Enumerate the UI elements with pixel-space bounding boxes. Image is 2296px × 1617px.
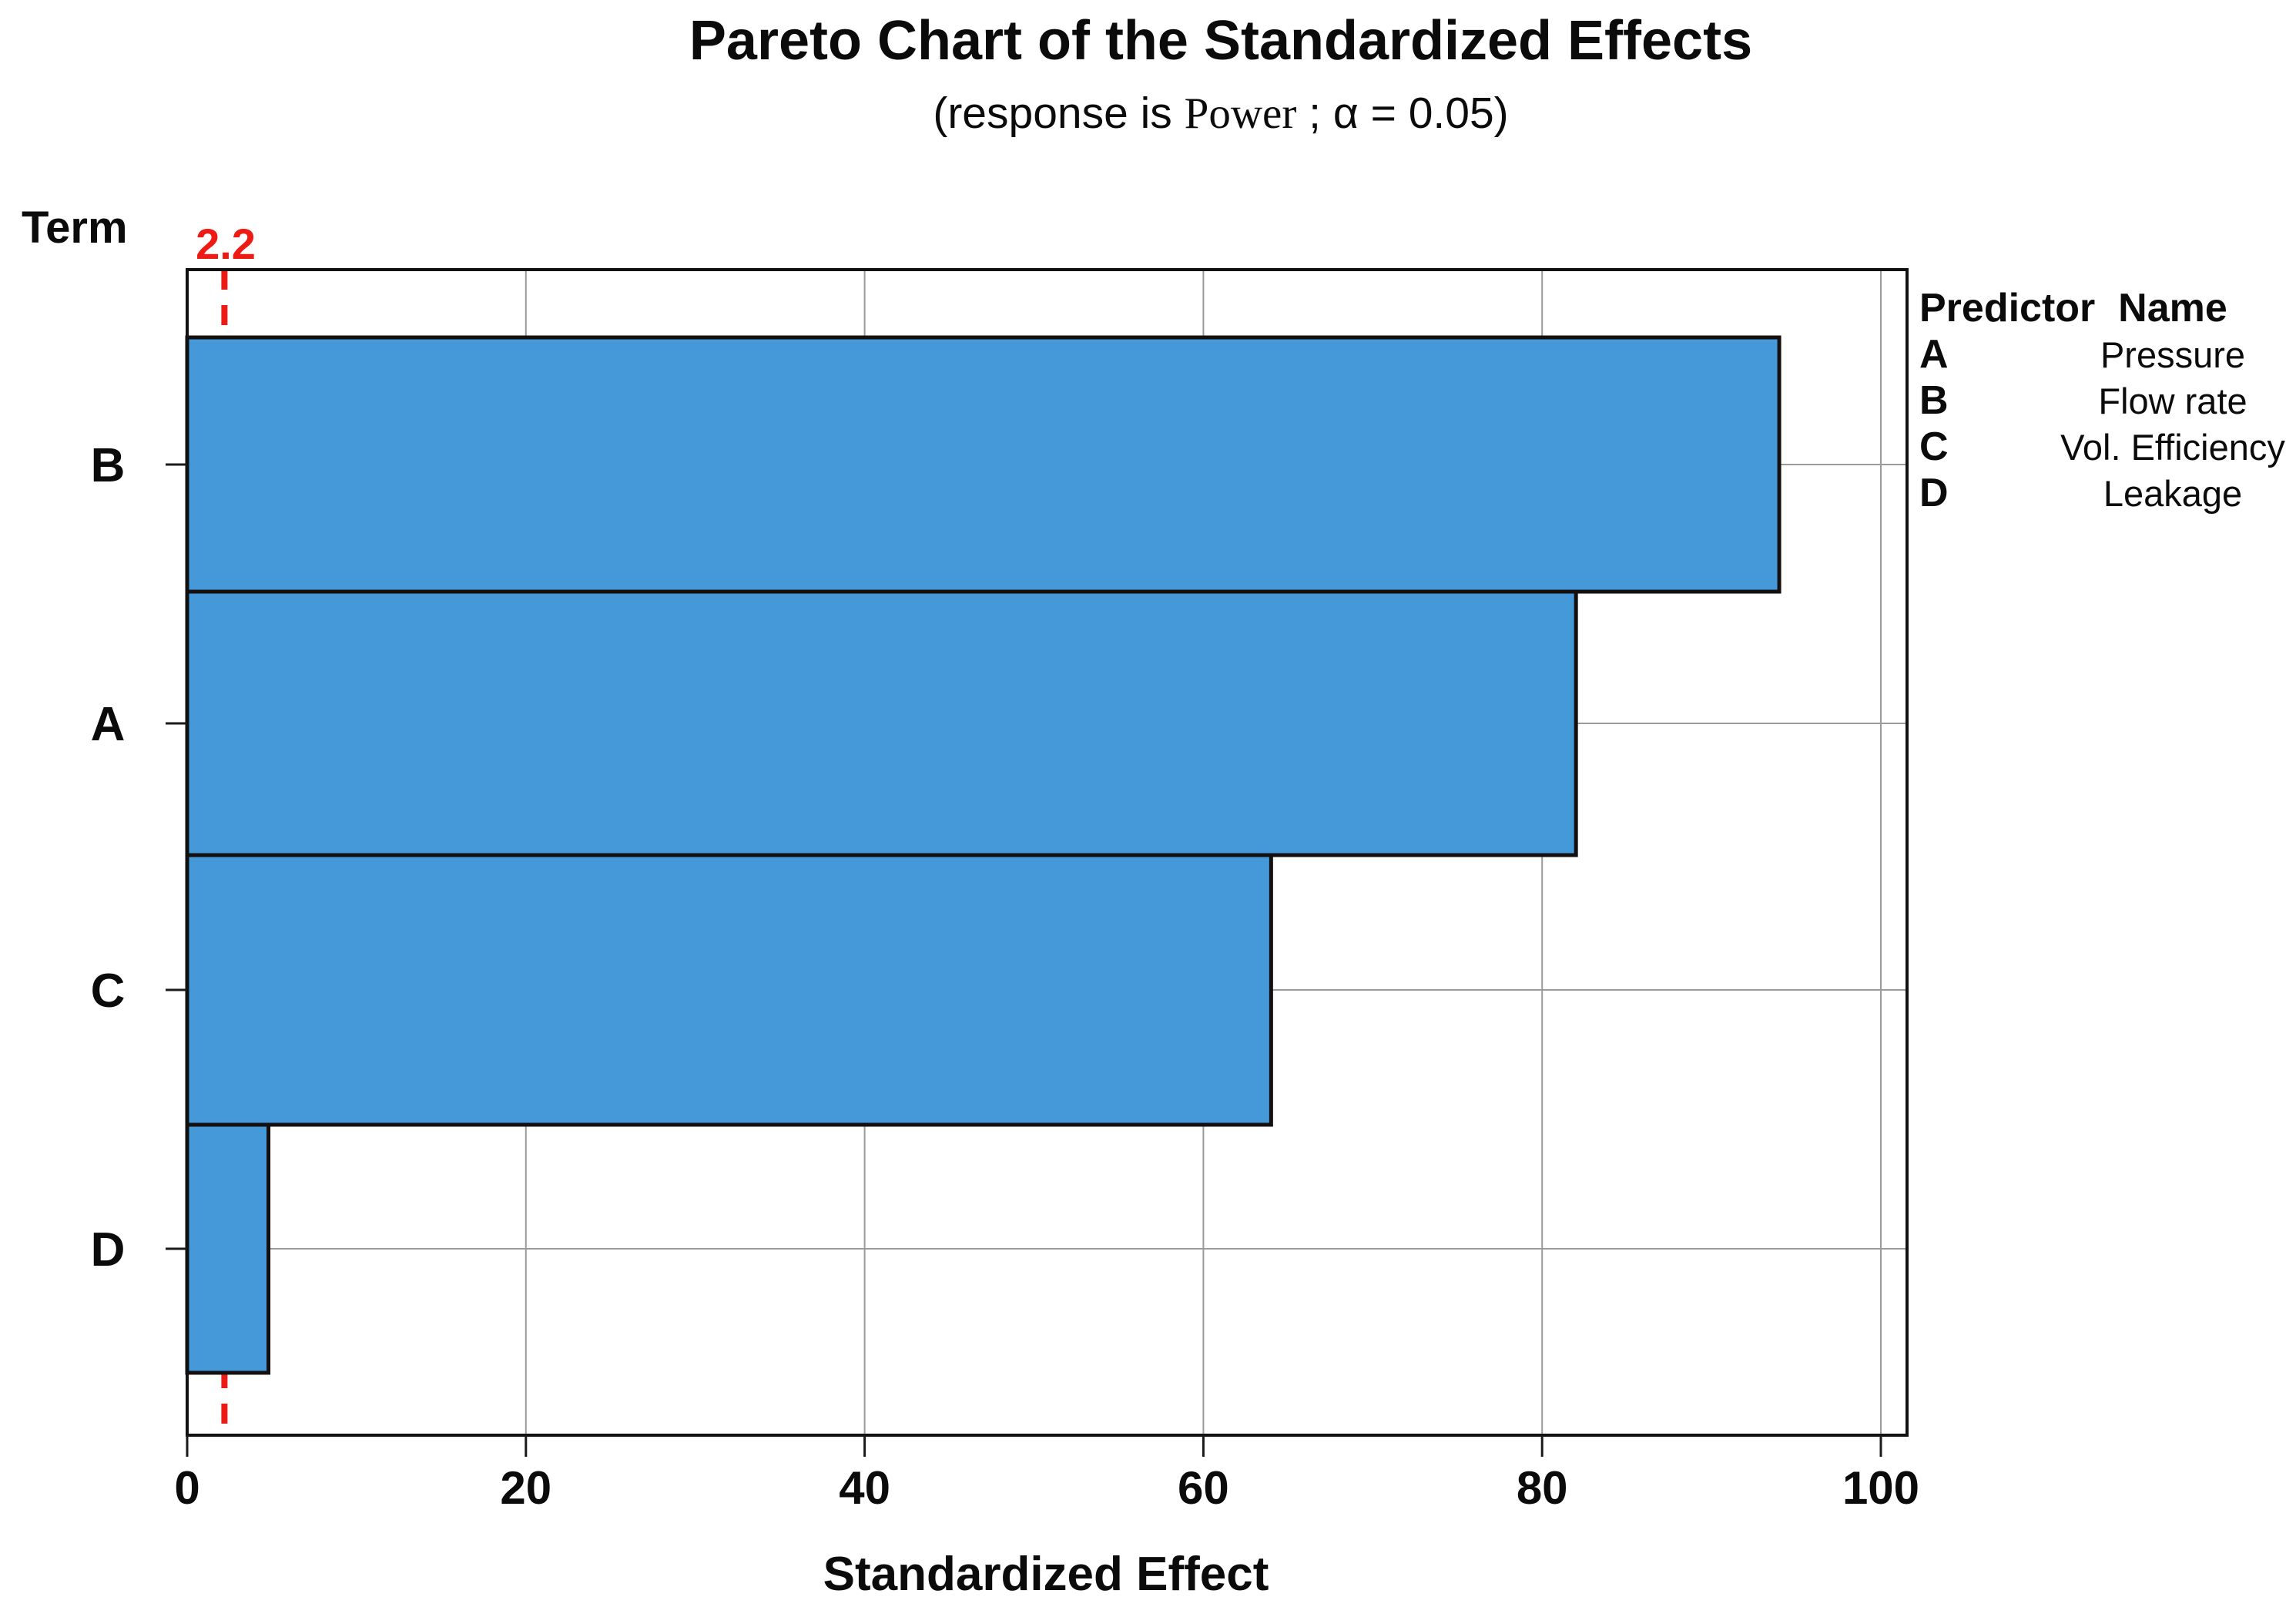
legend-header-name: Name <box>2118 286 2227 330</box>
x-tick-label: 40 <box>839 1462 890 1514</box>
y-axis-title: Term <box>22 203 128 253</box>
legend-name: Pressure <box>2100 334 2246 375</box>
legend-header-predictor: Predictor <box>1919 286 2096 330</box>
x-tick-label: 60 <box>1178 1462 1229 1514</box>
legend-row: B Flow rate <box>1919 377 2294 424</box>
subtitle-prefix: (response is <box>933 89 1185 138</box>
x-axis-title: Standardized Effect <box>823 1548 1269 1601</box>
legend-name: Leakage <box>2103 472 2243 514</box>
legend-key: D <box>1919 471 1949 515</box>
bar-A <box>185 589 1578 857</box>
category-label: C <box>91 964 126 1018</box>
bar-C <box>185 853 1273 1127</box>
chart-title: Pareto Chart of the Standardized Effects <box>689 10 1753 72</box>
reference-line-value-label: 2.2 <box>196 220 256 268</box>
x-tick-label: 0 <box>174 1462 199 1514</box>
x-tick-label: 100 <box>1842 1462 1919 1514</box>
legend-header-row: Predictor Name <box>1919 285 2294 331</box>
category-label: D <box>91 1223 126 1276</box>
subtitle-response-variable: Power <box>1184 89 1297 138</box>
subtitle-suffix: ; α = 0.05) <box>1296 89 1509 138</box>
bar-D <box>185 1122 271 1375</box>
category-label: A <box>91 698 126 751</box>
x-tick-label: 20 <box>500 1462 551 1514</box>
legend-key: A <box>1919 332 1949 377</box>
legend-name: Vol. Efficiency <box>2060 426 2285 468</box>
legend-row: C Vol. Efficiency <box>1919 424 2294 470</box>
bar-B <box>185 335 1781 594</box>
legend-name: Flow rate <box>2098 380 2247 421</box>
legend-row: A Pressure <box>1919 331 2294 377</box>
legend-key: C <box>1919 424 1949 469</box>
plot-border <box>186 268 1909 1437</box>
x-tick-label: 80 <box>1517 1462 1568 1514</box>
legend-row: D Leakage <box>1919 470 2294 516</box>
chart-subtitle: (response is Power ; α = 0.05) <box>933 88 1508 139</box>
legend-key: B <box>1919 378 1949 423</box>
legend: Predictor Name A Pressure B Flow rate C … <box>1919 285 2294 516</box>
category-label: B <box>91 439 126 492</box>
